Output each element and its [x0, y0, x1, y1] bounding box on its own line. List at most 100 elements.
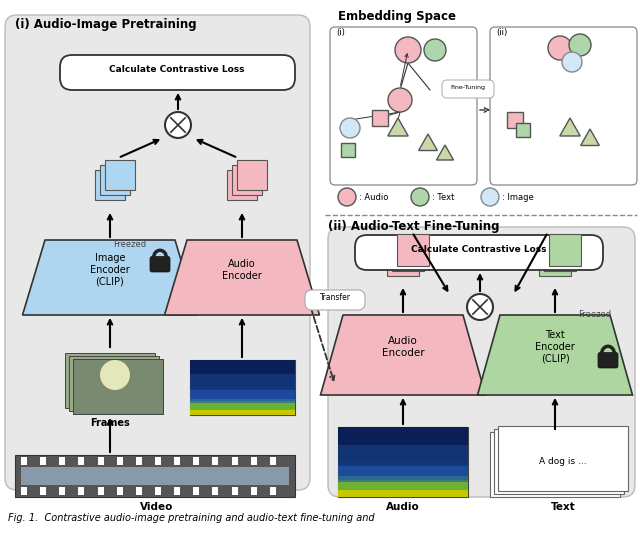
Polygon shape	[388, 118, 408, 136]
Text: Text: Text	[550, 502, 575, 512]
Circle shape	[165, 112, 191, 138]
FancyBboxPatch shape	[442, 80, 494, 98]
Bar	[516, 123, 530, 137]
Polygon shape	[580, 129, 599, 146]
Bar	[190, 398, 295, 410]
Bar	[60, 457, 65, 465]
Bar	[498, 426, 628, 491]
FancyBboxPatch shape	[598, 352, 618, 368]
Text: Fig. 1.  Contrastive audio-image pretraining and audio-text fine-tuning and: Fig. 1. Contrastive audio-image pretrain…	[8, 513, 374, 523]
Text: Freezed: Freezed	[579, 310, 612, 319]
Bar	[155, 457, 161, 465]
Bar	[397, 234, 429, 266]
Text: Freezed: Freezed	[113, 240, 147, 249]
Bar	[232, 457, 237, 465]
Text: Audio
Encoder: Audio Encoder	[222, 259, 262, 281]
Bar	[338, 461, 468, 482]
Circle shape	[395, 37, 421, 63]
Bar	[155, 487, 161, 495]
Bar	[79, 487, 84, 495]
Text: : Text: : Text	[432, 192, 454, 201]
Bar	[372, 110, 388, 126]
Bar	[251, 487, 257, 495]
Bar	[341, 143, 355, 157]
FancyBboxPatch shape	[60, 55, 295, 90]
Bar	[174, 487, 180, 495]
Bar	[270, 457, 276, 465]
Bar	[212, 457, 218, 465]
Bar	[21, 467, 289, 485]
FancyBboxPatch shape	[328, 227, 635, 497]
Bar	[193, 487, 199, 495]
Text: : Image: : Image	[502, 192, 534, 201]
Text: A dog is ...: A dog is ...	[539, 458, 587, 467]
Bar	[237, 160, 267, 190]
Bar	[190, 387, 295, 403]
FancyBboxPatch shape	[490, 27, 637, 185]
Text: (ii): (ii)	[496, 28, 508, 37]
Bar	[338, 441, 468, 466]
Bar	[338, 427, 468, 445]
Bar	[73, 359, 163, 413]
Bar	[60, 487, 65, 495]
Bar	[232, 165, 262, 195]
FancyBboxPatch shape	[305, 290, 365, 310]
Bar	[69, 355, 159, 410]
Bar	[190, 360, 295, 415]
Polygon shape	[164, 240, 319, 315]
Text: Transfer: Transfer	[319, 294, 351, 302]
Text: Calculate Contrastive Loss: Calculate Contrastive Loss	[109, 66, 244, 75]
Circle shape	[548, 36, 572, 60]
Circle shape	[569, 34, 591, 56]
Bar	[136, 457, 142, 465]
Text: Embedding Space: Embedding Space	[338, 10, 456, 23]
Bar	[338, 476, 468, 490]
Circle shape	[424, 39, 446, 61]
Text: Image
Encoder
(CLIP): Image Encoder (CLIP)	[90, 253, 130, 287]
Bar	[105, 160, 135, 190]
Bar	[100, 165, 130, 195]
Circle shape	[338, 188, 356, 206]
Bar	[174, 457, 180, 465]
Bar	[116, 457, 123, 465]
FancyBboxPatch shape	[5, 15, 310, 490]
Bar	[490, 432, 620, 497]
FancyBboxPatch shape	[150, 257, 170, 272]
Text: Video: Video	[140, 502, 173, 512]
Bar	[338, 480, 468, 497]
Text: (i): (i)	[336, 28, 345, 37]
Circle shape	[340, 118, 360, 138]
Circle shape	[100, 360, 130, 390]
Bar	[95, 170, 125, 200]
Polygon shape	[22, 240, 198, 315]
Bar	[116, 487, 123, 495]
FancyBboxPatch shape	[330, 27, 477, 185]
Circle shape	[562, 52, 582, 72]
Bar	[212, 487, 218, 495]
Bar	[21, 487, 27, 495]
Polygon shape	[321, 315, 486, 395]
Bar	[544, 239, 576, 271]
Text: Audio
Encoder: Audio Encoder	[381, 336, 424, 358]
Bar	[494, 429, 624, 494]
Bar	[40, 487, 46, 495]
Bar	[73, 359, 163, 413]
Bar	[190, 360, 295, 374]
Text: : Audio: : Audio	[359, 192, 388, 201]
Bar	[97, 457, 104, 465]
Polygon shape	[560, 118, 580, 136]
Text: Calculate Contrastive Loss: Calculate Contrastive Loss	[412, 245, 547, 255]
Bar	[392, 239, 424, 271]
Bar	[21, 457, 27, 465]
Bar	[193, 457, 199, 465]
Text: (i) Audio-Image Pretraining: (i) Audio-Image Pretraining	[15, 18, 196, 31]
Bar	[539, 244, 571, 276]
Bar	[40, 457, 46, 465]
Bar	[15, 455, 295, 497]
Text: (ii) Audio-Text Fine-Tuning: (ii) Audio-Text Fine-Tuning	[328, 220, 499, 233]
Polygon shape	[436, 145, 454, 160]
Bar	[387, 244, 419, 276]
Text: Frames: Frames	[90, 418, 130, 428]
Bar	[65, 352, 155, 408]
Text: Audio: Audio	[386, 502, 420, 512]
